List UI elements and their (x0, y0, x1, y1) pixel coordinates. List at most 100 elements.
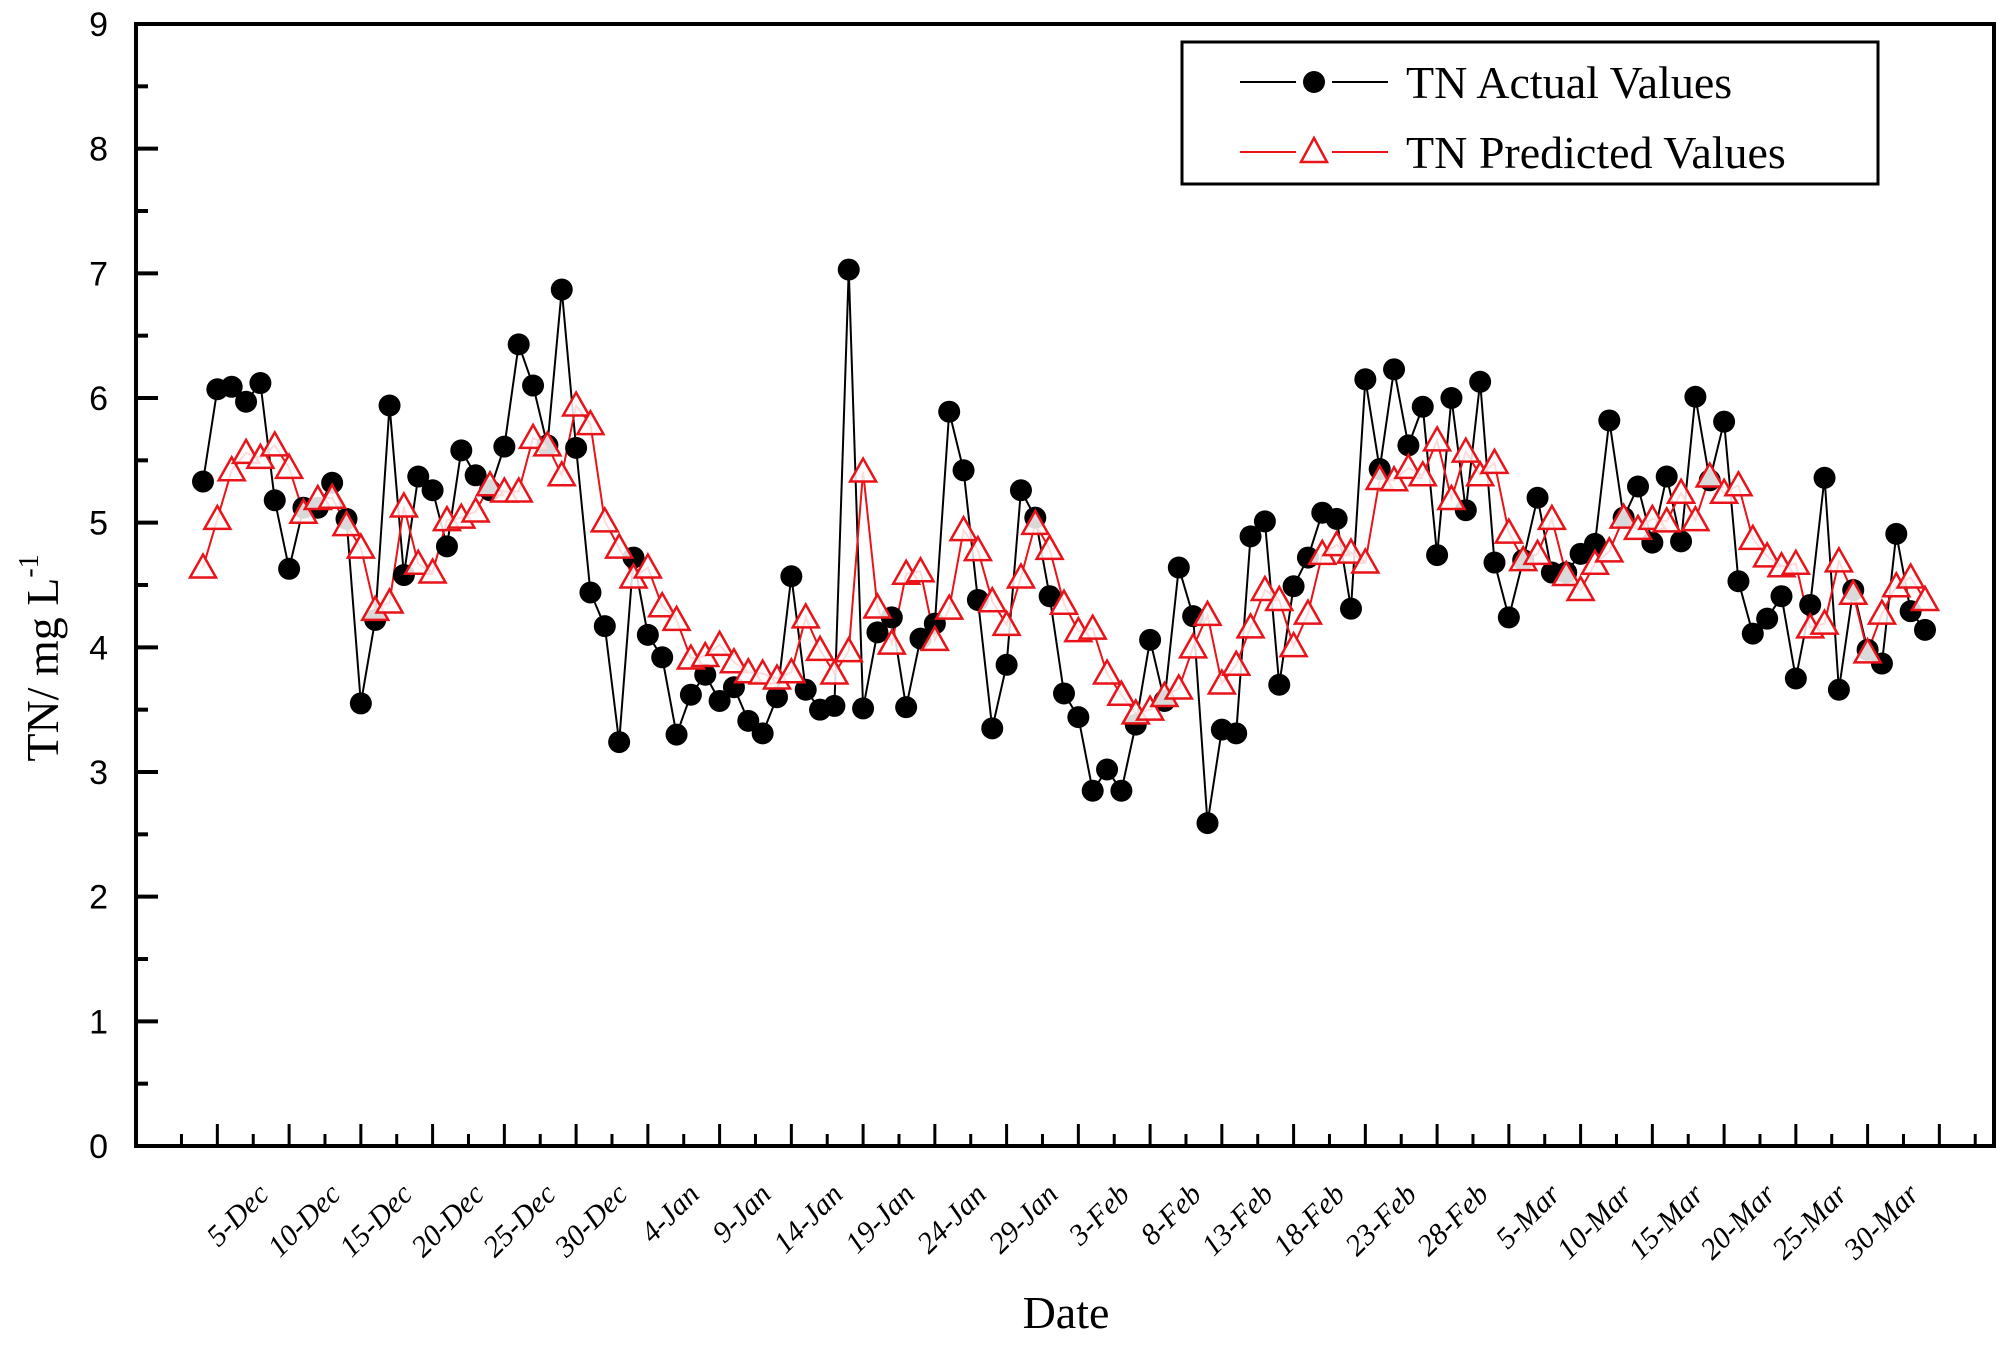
predicted-point (647, 590, 678, 618)
predicted-point (273, 452, 305, 480)
predicted-point (1091, 657, 1123, 685)
predicted-point (1723, 469, 1754, 497)
predicted-point (1321, 529, 1352, 557)
actual-point (550, 278, 573, 301)
y-tick-label: 1 (89, 1003, 108, 1041)
predicted-point (288, 497, 319, 524)
predicted-point (460, 495, 491, 523)
predicted-point (1264, 584, 1295, 612)
actual-point (579, 581, 602, 604)
actual-point (823, 694, 846, 717)
predicted-point (632, 552, 663, 579)
predicted-point (1350, 547, 1381, 574)
predicted-point (1249, 574, 1281, 602)
predicted-point (1292, 598, 1324, 625)
actual-point (1598, 409, 1621, 432)
predicted-point (575, 408, 606, 436)
legend: TN Actual Values TN Predicted Values (1180, 40, 1880, 186)
x-tick-label: 13-Feb (1195, 1178, 1280, 1263)
actual-point (1713, 410, 1736, 433)
x-tick-label: 25-Dec (477, 1178, 563, 1264)
predicted-point (374, 586, 405, 614)
actual-point (895, 696, 918, 719)
actual-point (464, 464, 487, 487)
predicted-point (1479, 447, 1510, 475)
predicted-point (1594, 535, 1625, 563)
x-tick-label: 24-Jan (911, 1178, 993, 1260)
x-tick-label: 30-Mar (1837, 1177, 1926, 1266)
actual-point (1411, 395, 1434, 418)
x-tick-label: 4-Jan (634, 1178, 706, 1250)
predicted-point (345, 532, 376, 559)
x-tick-label: 14-Jan (767, 1178, 849, 1260)
legend-marker-circle (1303, 71, 1325, 93)
predicted-point (1163, 672, 1194, 700)
actual-point (1354, 368, 1377, 391)
actual-point (1741, 622, 1764, 645)
predicted-point (1421, 424, 1453, 452)
actual-point (1325, 507, 1348, 530)
predicted-point (804, 634, 836, 662)
predicted-point (1134, 694, 1166, 721)
actual-point (1167, 556, 1190, 579)
y-tick-label: 8 (89, 131, 108, 169)
legend-label-predicted: TN Predicted Values (1406, 127, 1786, 178)
predicted-point (1048, 588, 1080, 615)
actual-point (751, 722, 774, 745)
predicted-point (1838, 578, 1869, 605)
predicted-point (1278, 630, 1309, 658)
predicted-point (1235, 611, 1266, 639)
legend-box (1180, 40, 1880, 186)
actual-point (679, 683, 702, 706)
actual-point (1239, 525, 1262, 548)
x-tick-label: 30-Dec (548, 1178, 634, 1264)
predicted-point (1551, 559, 1582, 587)
actual-point (1813, 466, 1836, 489)
predicted-point (317, 482, 348, 509)
predicted-point (187, 552, 219, 579)
actual-point (1497, 606, 1520, 629)
x-tick-label: 9-Jan (706, 1178, 778, 1250)
predicted-point (1752, 540, 1783, 568)
predicted-point (704, 629, 735, 657)
actual-point (1053, 682, 1075, 705)
plot-frame (134, 22, 1996, 1148)
predicted-point (1221, 649, 1252, 677)
predicted-point (517, 422, 549, 450)
actual-point (278, 557, 301, 580)
actual-point (378, 394, 401, 417)
legend-item-predicted: TN Predicted Values (1240, 127, 1786, 178)
actual-series-line (202, 269, 1926, 824)
predicted-point (474, 469, 506, 497)
actual-point (1655, 465, 1678, 488)
predicted-point (919, 624, 950, 652)
actual-point (1426, 544, 1449, 567)
actual-point (1784, 667, 1807, 690)
predicted-point (604, 532, 635, 559)
predicted-point (1335, 537, 1367, 564)
x-tick-label: 25-Mar (1766, 1177, 1854, 1265)
predicted-point (1680, 504, 1711, 532)
actual-point (938, 400, 961, 423)
predicted-point (1493, 517, 1524, 544)
actual-point (651, 646, 674, 669)
predicted-point (1665, 477, 1697, 504)
y-tick-label: 2 (89, 879, 108, 917)
x-tick-label: 20-Dec (405, 1178, 491, 1264)
y-tick-label: 3 (89, 754, 108, 792)
predicted-point (876, 628, 907, 655)
actual-point (1670, 530, 1693, 553)
predicted-point (331, 509, 362, 537)
x-tick-label: 19-Jan (839, 1178, 921, 1260)
actual-point (1684, 385, 1707, 408)
legend-label-actual: TN Actual Values (1406, 57, 1732, 108)
y-tick-label: 9 (89, 6, 108, 44)
y-axis-title-superscript: -1 (14, 554, 45, 577)
actual-point (766, 686, 788, 709)
predicted-point (790, 601, 821, 629)
actual-point (450, 439, 473, 462)
predicted-point (532, 429, 563, 457)
predicted-point (589, 505, 620, 533)
predicted-point (1608, 502, 1639, 529)
